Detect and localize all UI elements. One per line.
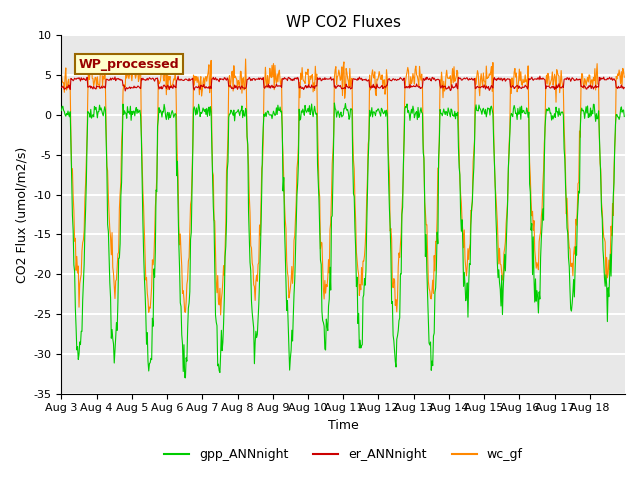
Y-axis label: CO2 Flux (umol/m2/s): CO2 Flux (umol/m2/s) <box>15 146 28 283</box>
Text: WP_processed: WP_processed <box>78 58 179 71</box>
Legend: gpp_ANNnight, er_ANNnight, wc_gf: gpp_ANNnight, er_ANNnight, wc_gf <box>159 443 527 466</box>
Title: WP CO2 Fluxes: WP CO2 Fluxes <box>285 15 401 30</box>
X-axis label: Time: Time <box>328 419 358 432</box>
